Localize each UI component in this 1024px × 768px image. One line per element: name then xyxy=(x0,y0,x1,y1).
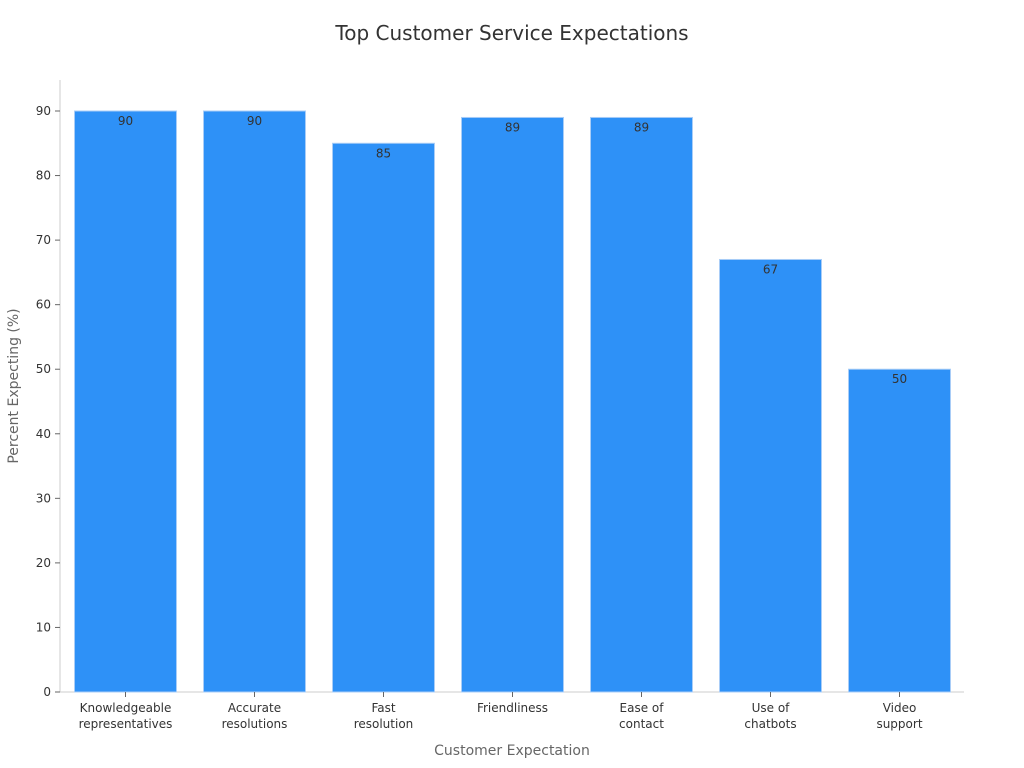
x-tick-label-line: support xyxy=(876,717,922,731)
x-tick-label-line: resolution xyxy=(354,717,414,731)
y-axis-label: Percent Expecting (%) xyxy=(6,308,22,463)
y-tick-label: 20 xyxy=(36,556,51,570)
y-tick-label: 0 xyxy=(43,685,51,699)
x-tick-label-line: Video xyxy=(883,701,917,715)
x-tick-label-line: Ease of xyxy=(620,701,665,715)
y-tick-label: 60 xyxy=(36,298,51,312)
bar xyxy=(74,110,177,693)
x-axis-label: Customer Expectation xyxy=(434,743,590,759)
x-tick-label-line: Use of xyxy=(752,701,791,715)
bar xyxy=(332,142,435,693)
bar xyxy=(590,116,693,693)
data-label: 85 xyxy=(376,146,391,160)
data-label: 90 xyxy=(118,114,133,128)
x-tick-label: Accurate resolutions xyxy=(222,701,288,731)
bar xyxy=(203,110,306,693)
bar xyxy=(719,258,822,693)
x-tick-label-line: resolutions xyxy=(222,717,288,731)
data-label: 89 xyxy=(505,120,520,134)
y-tick-label: 10 xyxy=(36,620,51,634)
y-tick-label: 90 xyxy=(36,104,51,118)
chart-title: Top Customer Service Expectations xyxy=(334,21,688,45)
y-axis-ticks: 0 10 20 30 40 50 60 70 80 90 xyxy=(36,104,60,699)
x-tick-label-line: Friendliness xyxy=(477,701,548,715)
x-tick-label: Ease of contact xyxy=(619,701,664,731)
x-tick-label-line: Knowledgeable xyxy=(80,701,172,715)
y-tick-label: 40 xyxy=(36,427,51,441)
x-tick-label-line: Fast xyxy=(371,701,395,715)
x-tick-label: Video support xyxy=(876,701,922,731)
bar xyxy=(461,116,564,693)
x-tick-label: Knowledgeable representatives xyxy=(79,701,173,731)
x-tick-label-line: contact xyxy=(619,717,664,731)
x-tick-label: Use of chatbots xyxy=(744,701,796,731)
x-tick-label-line: representatives xyxy=(79,717,173,731)
data-label: 50 xyxy=(892,372,907,386)
x-tick-label-line: chatbots xyxy=(744,717,796,731)
data-label: 89 xyxy=(634,120,649,134)
x-tick-label-line: Accurate xyxy=(228,701,281,715)
x-tick-label: Friendliness xyxy=(477,701,548,715)
bar xyxy=(848,368,951,693)
y-tick-label: 50 xyxy=(36,362,51,376)
y-tick-label: 80 xyxy=(36,169,51,183)
data-label: 90 xyxy=(247,114,262,128)
x-axis-ticks: Knowledgeable representatives Accurate reso… xyxy=(79,692,923,731)
y-tick-label: 30 xyxy=(36,491,51,505)
data-labels-group: 90 90 85 89 89 67 50 xyxy=(118,114,907,386)
data-label: 67 xyxy=(763,262,778,276)
x-tick-label: Fast resolution xyxy=(354,701,414,731)
bars-group xyxy=(74,110,951,693)
y-tick-label: 70 xyxy=(36,233,51,247)
